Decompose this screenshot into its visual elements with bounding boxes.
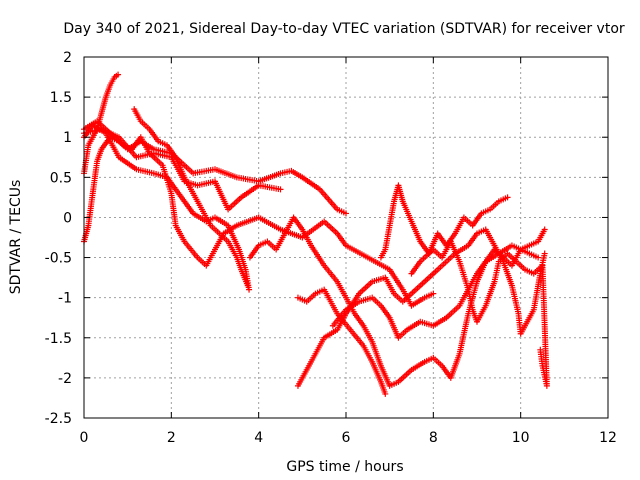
data-series (81, 118, 437, 309)
data-point-marker (535, 254, 542, 261)
y-tick-label: 2 (63, 50, 72, 66)
data-point-marker (504, 194, 511, 201)
data-point-marker (382, 390, 389, 397)
y-tick-label: 1 (63, 130, 72, 146)
x-tick-label: 10 (512, 430, 530, 446)
data-point-marker (246, 286, 253, 293)
x-tick-labels: 0 2 4 6 8 10 12 (80, 430, 617, 446)
data-point-marker (541, 226, 548, 233)
data-series (81, 134, 349, 245)
data-point-marker (277, 186, 284, 193)
x-tick-label: 0 (80, 430, 89, 446)
y-tick-label: 0 (63, 210, 72, 226)
axis-ticks (83, 56, 609, 419)
x-axis-label: GPS time / hours (286, 459, 403, 475)
data-point-marker (430, 290, 437, 297)
y-tick-label: 1.5 (50, 90, 72, 106)
data-series (377, 182, 511, 261)
data-series (408, 238, 550, 389)
x-tick-label: 8 (429, 430, 438, 446)
x-tick-label: 2 (167, 430, 176, 446)
data-series (131, 106, 251, 289)
data-point-marker (537, 346, 544, 353)
data-point-marker (244, 282, 251, 289)
chart-title: Day 340 of 2021, Sidereal Day-to-day VTE… (63, 21, 625, 37)
x-tick-label: 12 (599, 430, 617, 446)
data-point-marker (541, 250, 548, 257)
y-tick-label: -2.5 (45, 411, 72, 427)
data-point-marker (343, 210, 349, 217)
y-tick-label: -1.5 (45, 331, 72, 347)
data-series (246, 214, 548, 389)
y-tick-label: -1 (58, 291, 72, 307)
grid (84, 57, 608, 418)
y-tick-label: -0.5 (45, 251, 72, 267)
y-axis-label: SDTVAR / TECUs (8, 180, 24, 295)
data-point-marker (115, 71, 122, 78)
y-tick-label: 0.5 (50, 170, 72, 186)
y-tick-label: -2 (58, 371, 72, 387)
x-tick-label: 4 (254, 430, 263, 446)
y-tick-labels: 2 1.5 1 0.5 0 -0.5 -1 -1.5 -2 -2.5 (45, 50, 72, 427)
x-tick-label: 6 (342, 430, 351, 446)
data-marks (81, 71, 550, 397)
